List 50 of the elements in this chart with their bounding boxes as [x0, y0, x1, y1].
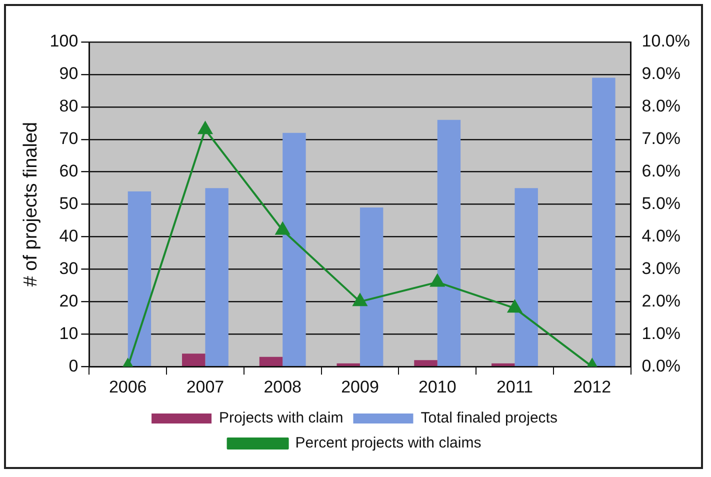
y-tick-label: 60 [59, 162, 78, 181]
y-tick-label: 50 [59, 194, 78, 213]
x-tick-label: 2009 [341, 377, 379, 396]
point [276, 222, 290, 235]
bar [336, 363, 360, 366]
x-tick-label: 2006 [108, 377, 147, 396]
point [430, 274, 444, 287]
y-tick-label: 70 [59, 129, 78, 148]
y-tick-label: 30 [59, 258, 78, 278]
y2-tick-label: 9.0% [642, 64, 681, 84]
y-tick-label: 100 [50, 32, 78, 51]
y-tick-label: 40 [59, 226, 78, 246]
y-tick-label: 0 [68, 356, 78, 376]
y-tick-label: 20 [59, 291, 78, 310]
x-tick-label: 2010 [418, 377, 456, 396]
y-tick-label: 80 [59, 96, 78, 116]
y2-tick-label: 10.0% [642, 32, 690, 51]
y2-tick-label: 3.0% [642, 258, 681, 278]
x-tick-label: 2008 [264, 377, 302, 396]
bar [128, 191, 152, 366]
bar [205, 188, 228, 366]
point [198, 122, 212, 134]
y2-tick-label: 6.0% [642, 162, 681, 181]
bar [259, 356, 283, 366]
point [352, 294, 368, 306]
legend-label: Percent projects with claims [295, 434, 482, 452]
x-tick-label: 2011 [496, 377, 534, 396]
y2-tick-label: 1.0% [642, 324, 681, 343]
bar [592, 78, 616, 366]
y2-tick-label: 4.0% [642, 226, 681, 246]
x-tick-label: 2007 [186, 377, 224, 396]
bar [514, 188, 538, 366]
y2-tick-label: 5.0% [642, 194, 681, 213]
y-axis-title: # of projects finaled [20, 122, 42, 287]
y-tick-label: 10 [59, 324, 78, 343]
bar [360, 208, 384, 366]
bar [437, 120, 461, 366]
point [508, 300, 522, 313]
bar [182, 354, 206, 366]
x-tick-label: 2012 [573, 377, 612, 396]
y2-tick-label: 2.0% [642, 291, 681, 310]
y-tick-label: 90 [59, 64, 78, 84]
legend-label: Projects with claim [219, 410, 344, 427]
y2-tick-label: 8.0% [642, 96, 681, 116]
y2-tick-label: 7.0% [642, 129, 681, 148]
legend-label: Total finaled projects [420, 410, 558, 427]
bar [414, 360, 438, 366]
bar [492, 363, 515, 366]
bar [282, 132, 306, 366]
y2-tick-label: 0.0% [642, 356, 681, 376]
